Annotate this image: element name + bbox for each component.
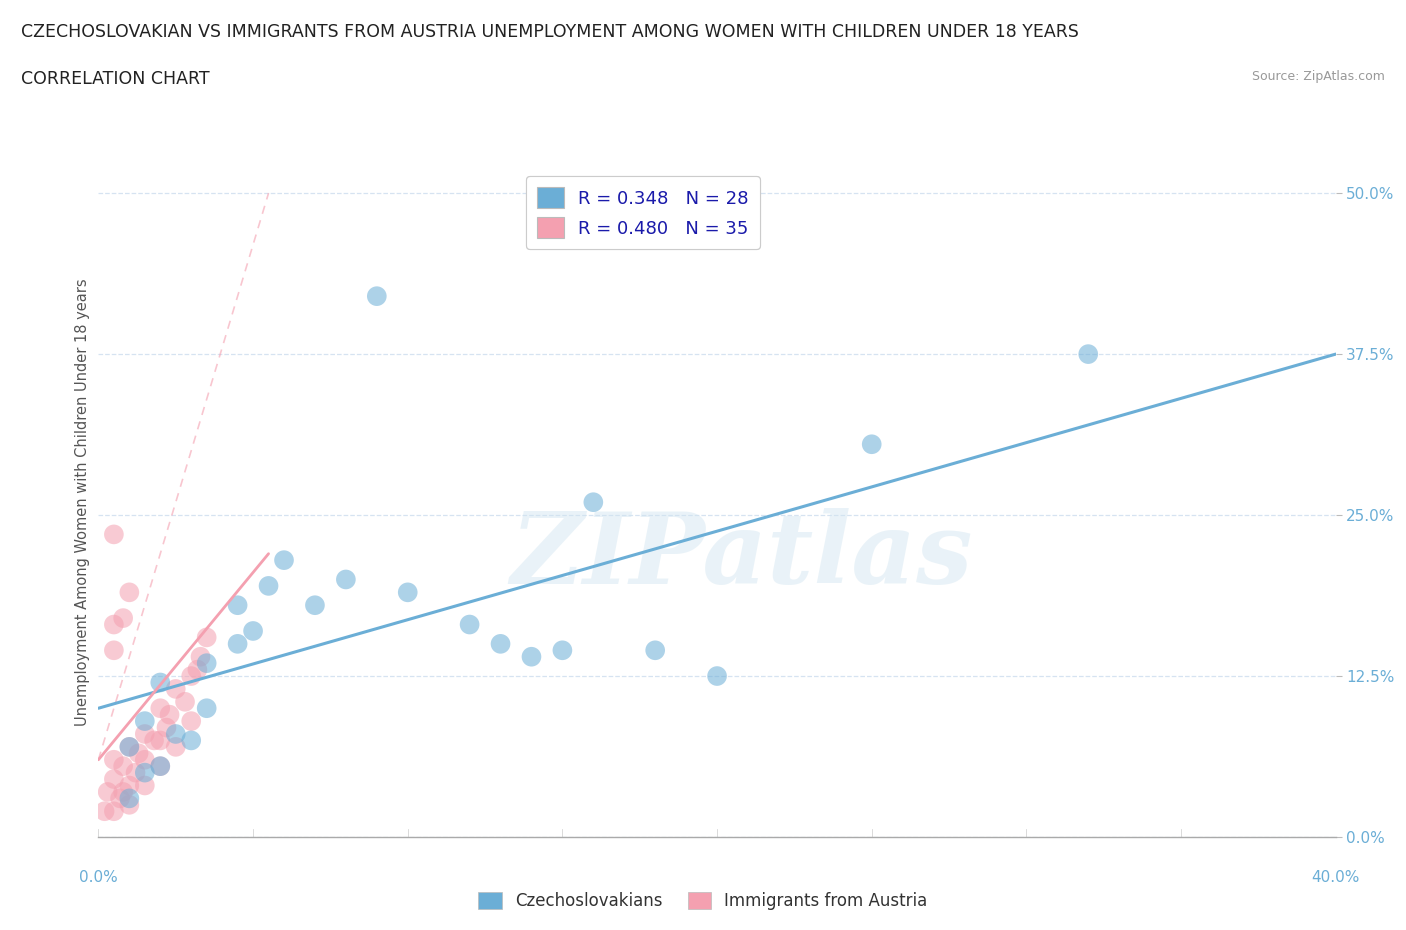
Text: CORRELATION CHART: CORRELATION CHART [21, 70, 209, 87]
Point [335, 572, 357, 587]
Point [304, 598, 326, 613]
Point [860, 437, 883, 452]
Point [520, 649, 543, 664]
Point [108, 790, 131, 805]
Point [103, 752, 125, 767]
Point [273, 552, 295, 567]
Point [257, 578, 280, 593]
Point [226, 598, 249, 613]
Text: ZIPatlas: ZIPatlas [510, 508, 973, 604]
Legend: Czechoslovakians, Immigrants from Austria: Czechoslovakians, Immigrants from Austri… [472, 885, 934, 917]
Point [149, 759, 172, 774]
Point [180, 669, 202, 684]
Point [124, 765, 146, 780]
Point [112, 759, 135, 774]
Point [134, 765, 156, 780]
Point [195, 630, 218, 644]
Point [97, 785, 120, 800]
Point [103, 772, 125, 787]
Point [644, 643, 666, 658]
Y-axis label: Unemployment Among Women with Children Under 18 years: Unemployment Among Women with Children U… [75, 278, 90, 726]
Point [103, 527, 125, 542]
Text: Source: ZipAtlas.com: Source: ZipAtlas.com [1251, 70, 1385, 83]
Point [180, 713, 202, 728]
Point [112, 611, 135, 626]
Point [396, 585, 419, 600]
Text: CZECHOSLOVAKIAN VS IMMIGRANTS FROM AUSTRIA UNEMPLOYMENT AMONG WOMEN WITH CHILDRE: CZECHOSLOVAKIAN VS IMMIGRANTS FROM AUSTR… [21, 23, 1078, 41]
Text: 40.0%: 40.0% [1312, 870, 1360, 884]
Point [155, 720, 177, 735]
Point [195, 656, 218, 671]
Point [149, 701, 172, 716]
Point [174, 695, 197, 710]
Point [366, 288, 388, 303]
Point [118, 739, 141, 754]
Point [103, 643, 125, 658]
Point [165, 739, 187, 754]
Point [1077, 347, 1099, 362]
Point [118, 585, 141, 600]
Point [103, 618, 125, 632]
Point [134, 778, 156, 793]
Legend: R = 0.348   N = 28, R = 0.480   N = 35: R = 0.348 N = 28, R = 0.480 N = 35 [526, 177, 759, 249]
Point [149, 759, 172, 774]
Point [186, 662, 208, 677]
Point [226, 636, 249, 651]
Point [180, 733, 202, 748]
Point [118, 797, 141, 812]
Point [489, 636, 512, 651]
Point [149, 733, 172, 748]
Point [112, 785, 135, 800]
Point [103, 804, 125, 818]
Point [134, 752, 156, 767]
Point [165, 726, 187, 741]
Point [128, 746, 150, 761]
Point [149, 675, 172, 690]
Point [93, 804, 115, 818]
Text: 0.0%: 0.0% [79, 870, 118, 884]
Point [706, 669, 728, 684]
Point [134, 726, 156, 741]
Point [582, 495, 605, 510]
Point [242, 623, 264, 638]
Point [165, 682, 187, 697]
Point [458, 618, 481, 632]
Point [159, 707, 181, 722]
Point [134, 713, 156, 728]
Point [190, 649, 212, 664]
Point [118, 778, 141, 793]
Point [551, 643, 574, 658]
Point [143, 733, 166, 748]
Point [118, 739, 141, 754]
Point [195, 701, 218, 716]
Point [118, 790, 141, 805]
